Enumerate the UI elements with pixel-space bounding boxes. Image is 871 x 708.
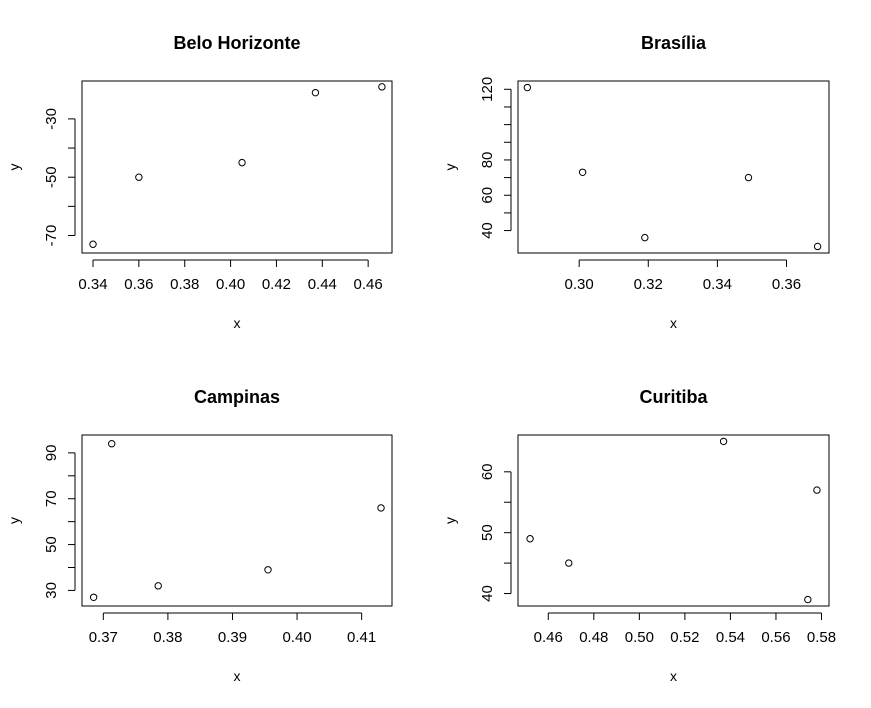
data-point (89, 240, 97, 248)
data-point (378, 83, 386, 91)
y-tick-label: 40 (479, 222, 496, 239)
x-tick-label: 0.50 (625, 629, 654, 646)
data-point (565, 559, 573, 567)
data-point (523, 83, 532, 92)
y-tick-label: 90 (43, 445, 60, 462)
y-axis-label: y (6, 517, 22, 524)
data-point (804, 595, 812, 604)
x-tick-label: 0.52 (670, 629, 699, 646)
panel-campinas: Campinas x y 0.37 0.38 0.39 0.40 0.41 30 50 70 9… (6, 387, 393, 684)
y-tick-label: -30 (43, 108, 60, 130)
data-point (813, 242, 822, 251)
x-tick-label: 0.48 (579, 629, 608, 646)
panel-brasilia: Brasília x y 0.30 0.32 0.34 0.36 40 60 80 120 (442, 33, 830, 331)
data-point (238, 158, 246, 167)
x-tick-label: 0.34 (703, 276, 732, 293)
y-tick-label: 60 (479, 187, 496, 204)
x-axis-label: x (234, 315, 241, 331)
x-tick-label: 0.32 (634, 276, 663, 293)
data-point (526, 535, 534, 543)
x-tick-label: 0.44 (308, 276, 337, 293)
x-tick-label: 0.41 (347, 629, 376, 646)
data-point (719, 437, 728, 446)
x-tick-label: 0.54 (716, 629, 745, 646)
x-tick-label: 0.46 (354, 276, 383, 293)
y-tick-label: 40 (479, 585, 496, 602)
data-point (154, 582, 162, 590)
x-tick-label: 0.37 (89, 629, 118, 646)
y-tick-label: 120 (479, 77, 496, 102)
x-tick-label: 0.42 (262, 276, 291, 293)
x-axis-label: x (234, 668, 241, 684)
panel-title: Brasília (641, 33, 707, 53)
y-axis-label: y (442, 164, 458, 171)
x-tick-label: 0.38 (153, 629, 182, 646)
y-tick-label: 60 (479, 463, 496, 480)
y-tick-label: 30 (43, 582, 60, 599)
x-tick-label: 0.30 (565, 276, 594, 293)
data-point (311, 88, 320, 97)
x-tick-label: 0.40 (282, 629, 311, 646)
panel-belo-horizonte: Belo Horizonte x y 0.34 0.36 0.38 0.40 0.42 0… (6, 33, 393, 331)
data-point (135, 173, 143, 181)
plot-frame (517, 434, 830, 607)
x-tick-label: 0.56 (761, 629, 790, 646)
x-tick-label: 0.46 (534, 629, 563, 646)
x-tick-label: 0.34 (78, 276, 107, 293)
panel-title: Campinas (194, 387, 280, 407)
y-axis-label: y (442, 517, 458, 524)
x-axis-label: x (670, 315, 677, 331)
plot-frame (81, 80, 393, 254)
data-point (578, 168, 587, 176)
x-tick-label: 0.36 (124, 276, 153, 293)
x-tick-label: 0.58 (807, 629, 836, 646)
data-point (264, 566, 272, 574)
plot-frame (81, 434, 393, 607)
y-tick-label: 50 (43, 536, 60, 553)
x-tick-label: 0.40 (216, 276, 245, 293)
y-tick-label: 50 (479, 524, 496, 541)
x-tick-label: 0.39 (218, 629, 247, 646)
data-point (641, 233, 649, 242)
y-tick-label: -50 (43, 166, 60, 188)
data-point (813, 486, 821, 494)
panel-curitiba: Curitiba x y 0.46 0.48 0.50 0.52 0.54 0.56 0.5… (442, 387, 836, 684)
plot-frame (517, 80, 830, 254)
data-point (744, 173, 753, 182)
y-axis-label: y (6, 164, 22, 171)
data-point (377, 504, 385, 512)
x-axis-label: x (670, 668, 677, 684)
y-tick-label: -70 (43, 225, 60, 247)
panel-title: Curitiba (639, 387, 708, 407)
x-tick-label: 0.36 (772, 276, 801, 293)
panel-title: Belo Horizonte (173, 33, 300, 53)
y-tick-label: 80 (479, 152, 496, 169)
x-tick-label: 0.38 (170, 276, 199, 293)
data-point (89, 593, 98, 601)
data-point (108, 440, 116, 448)
y-tick-label: 70 (43, 490, 60, 507)
